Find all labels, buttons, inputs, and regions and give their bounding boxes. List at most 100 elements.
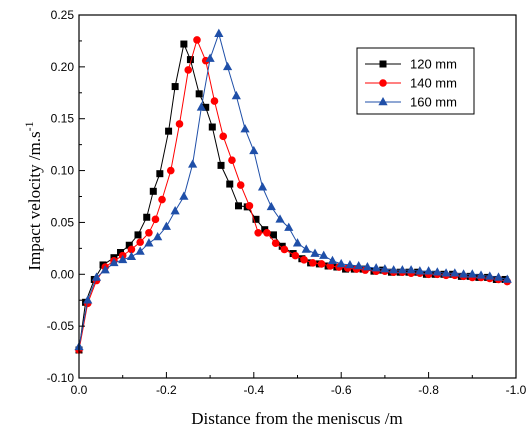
data-point [310, 248, 320, 257]
data-point [362, 262, 373, 271]
data-point [136, 238, 144, 246]
data-point [345, 259, 355, 269]
data-point [476, 270, 486, 279]
data-point [195, 90, 203, 98]
data-point [245, 202, 254, 210]
data-point [145, 229, 153, 237]
data-point [179, 191, 189, 200]
data-point [291, 251, 300, 260]
data-point [231, 90, 241, 100]
data-point [308, 259, 317, 267]
data-point [214, 28, 224, 37]
data-point [134, 231, 142, 239]
data-point [263, 229, 271, 237]
y-tick-label: 0.20 [51, 60, 75, 74]
data-point [188, 159, 198, 168]
data-point [327, 255, 338, 265]
y-tick-label: 0.15 [51, 112, 75, 126]
data-point [317, 260, 326, 268]
data-point [319, 250, 329, 259]
y-tick-label: 0.00 [51, 267, 75, 281]
legend-box [356, 47, 475, 115]
data-point [127, 245, 136, 254]
data-point [432, 267, 442, 276]
axes-layer: 0.0 -0.2 -0.4 -0.6 -0.8 -1.0 -0.10 -0.05 0.00 0.0… [47, 8, 527, 397]
y-tick-label: 0.05 [51, 215, 75, 229]
data-point [280, 245, 289, 254]
data-point [254, 229, 262, 237]
x-tick-label: -0.8 [418, 383, 439, 397]
data-point [83, 295, 93, 304]
series-160-mm [74, 28, 512, 351]
data-point [91, 272, 102, 281]
x-tick-label: -0.2 [156, 383, 177, 397]
data-point [126, 251, 137, 260]
y-tick-label: 0.25 [51, 8, 75, 22]
data-point [143, 213, 151, 221]
data-point [156, 170, 164, 178]
data-point [135, 246, 145, 255]
data-point [261, 226, 269, 234]
data-point [249, 145, 259, 155]
y-tick-label: 0.10 [51, 164, 75, 178]
data-point [217, 161, 225, 169]
data-point [158, 195, 166, 204]
data-point [424, 266, 434, 275]
data-point [226, 180, 234, 188]
data-point [118, 254, 128, 264]
data-point [149, 187, 157, 195]
data-point [170, 206, 180, 215]
x-tick-label: -0.6 [331, 383, 352, 397]
data-point [219, 132, 228, 141]
data-point [117, 249, 125, 257]
data-point [153, 231, 163, 241]
data-point [336, 258, 346, 268]
data-point [100, 265, 110, 274]
data-point [458, 269, 469, 278]
legend-item: 140 mm [365, 76, 457, 91]
series-layer [74, 28, 512, 354]
legend-item: 160 mm [365, 95, 457, 110]
data-point [406, 265, 416, 274]
data-point [467, 269, 477, 278]
data-point [193, 36, 201, 44]
data-point [151, 215, 160, 224]
data-point [252, 215, 260, 223]
data-point [257, 182, 268, 191]
data-point [354, 260, 364, 270]
data-point [210, 97, 219, 105]
data-point [171, 83, 179, 91]
data-point [485, 271, 495, 280]
legend-item: 120 mm [365, 57, 457, 72]
y-axis-title-superscript: -1 [22, 121, 36, 131]
x-tick-label: 0.0 [71, 383, 88, 397]
x-tick-label: -1.0 [506, 383, 527, 397]
data-point [180, 40, 188, 48]
legend: 120 mm 140 mm 160 mm [356, 47, 475, 115]
data-point [196, 102, 206, 111]
data-point [269, 231, 277, 239]
data-point [502, 274, 512, 283]
x-tick-label: -0.4 [243, 383, 264, 397]
data-point [144, 238, 154, 247]
data-point [278, 242, 286, 250]
legend-label: 120 mm [410, 57, 457, 72]
data-point [228, 156, 236, 164]
legend-label: 140 mm [410, 76, 457, 91]
y-tick-label: -0.05 [47, 319, 75, 333]
legend-marker [379, 60, 387, 68]
legend-marker [379, 79, 387, 87]
data-point [450, 268, 460, 277]
data-point [389, 265, 399, 274]
data-point [292, 238, 303, 247]
data-point [205, 53, 215, 62]
data-point [166, 166, 175, 175]
data-point [266, 201, 276, 211]
data-point [184, 66, 193, 74]
data-point [380, 264, 390, 273]
data-point [202, 103, 210, 111]
data-point [125, 241, 133, 249]
legend-items: 120 mm 140 mm 160 mm [365, 57, 457, 110]
data-point [186, 56, 194, 64]
data-point [300, 255, 308, 264]
